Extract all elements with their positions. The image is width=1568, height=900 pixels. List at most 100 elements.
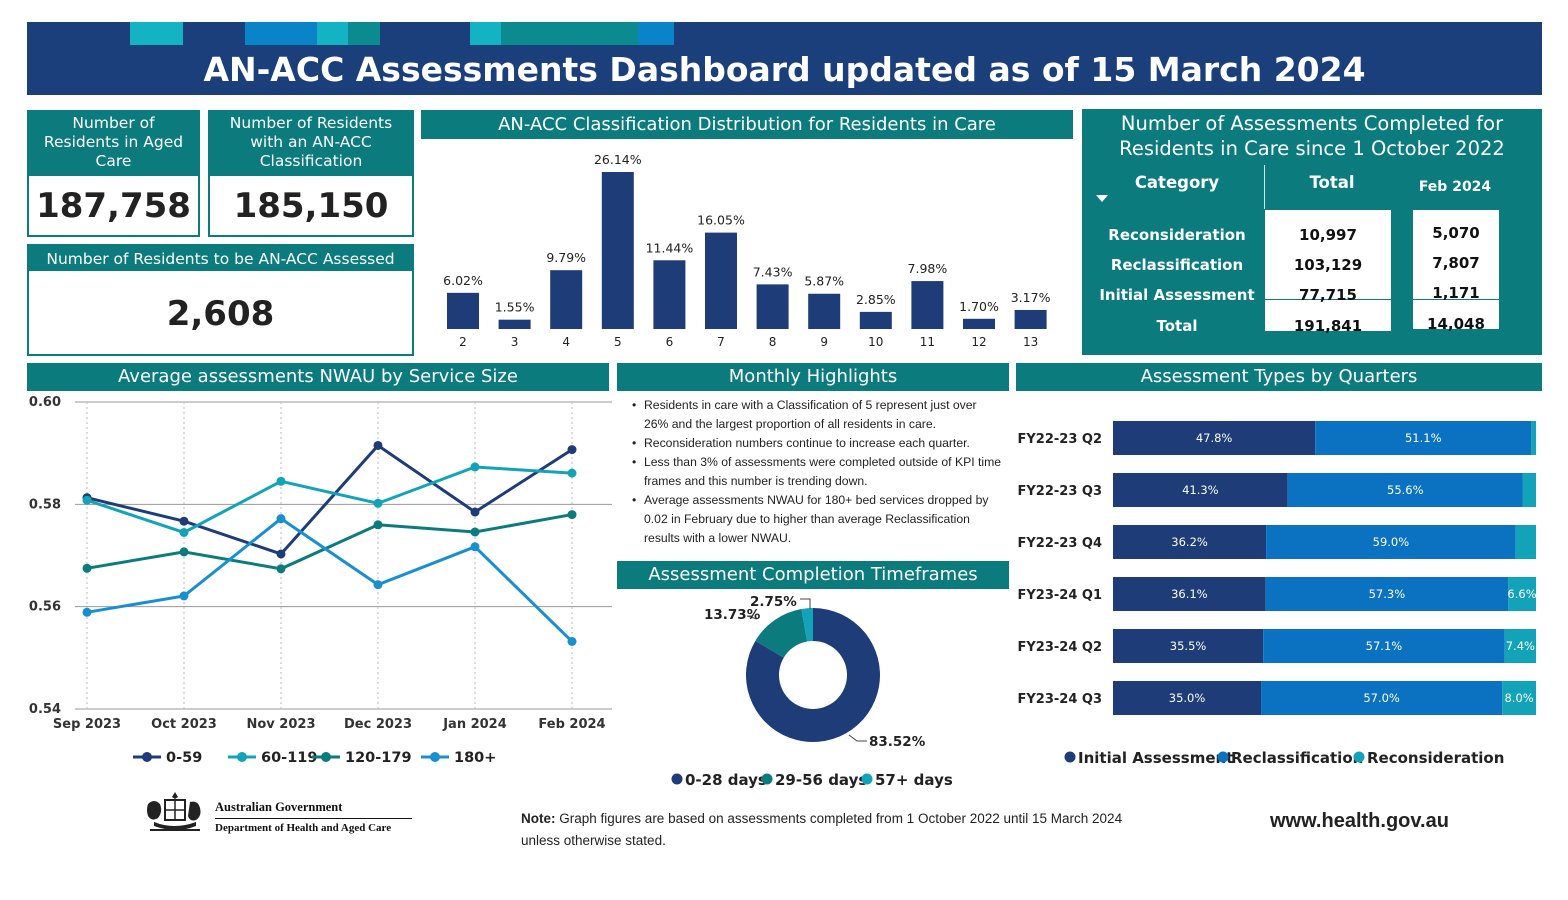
y-tick-label: 0.58 [29, 497, 61, 512]
class-bar [859, 311, 892, 329]
column-divider [1264, 165, 1265, 209]
stack-segment [1261, 681, 1503, 715]
legend-label: Initial Assessment [1078, 749, 1233, 767]
legend-marker [671, 773, 683, 785]
class-bar-label: 3.17% [1011, 290, 1051, 305]
table-row-category: Total [1156, 317, 1198, 335]
class-bar [808, 293, 841, 329]
x-tick-label: Feb 2024 [538, 717, 605, 732]
gov-logo-divider [215, 818, 412, 819]
class-bar-label: 26.14% [594, 152, 642, 167]
donut-label: 13.73% [704, 607, 761, 623]
donut-slice [746, 608, 880, 742]
website-link[interactable]: www.health.gov.au [1270, 810, 1449, 832]
x-tick-label: Dec 2023 [344, 717, 412, 732]
class-x-tick: 2 [459, 335, 467, 349]
series-point [470, 507, 480, 517]
series-line [86, 516, 574, 643]
kpi-to-assess-value: 2,608 [166, 294, 275, 334]
series-point [470, 527, 480, 537]
leader-line [746, 615, 758, 620]
stack-segment [1266, 525, 1516, 559]
timeframes-title: Assessment Completion Timeframes [617, 561, 1009, 589]
quarter-label: FY22-23 Q2 [1018, 432, 1103, 447]
series-point [179, 547, 189, 557]
quarters-title: Assessment Types by Quarters [1016, 363, 1542, 391]
classification-bar-chart: 6.02% 2 1.55% 3 9.79% 4 26.14% 5 11.44% 6 16.05% 7 7… [443, 152, 1051, 349]
highlights-title: Monthly Highlights [617, 363, 1009, 391]
series-line [86, 465, 573, 535]
class-bar-label: 1.55% [495, 300, 535, 315]
month-column-panel [1413, 210, 1499, 329]
series-point [567, 445, 577, 455]
class-bar-label: 16.05% [697, 213, 745, 228]
stack-segment [1113, 421, 1316, 455]
legend-label: 180+ [454, 750, 496, 766]
gov-name: Australian Government [215, 800, 343, 814]
kpi-classified-card: Number of Residents with an AN-ACC Class… [208, 110, 414, 237]
class-bar-label: 1.70% [959, 299, 999, 314]
class-bar [911, 281, 944, 329]
segment-label: 36.2% [1171, 535, 1208, 549]
stack-segment [1531, 421, 1536, 455]
legend-marker [1353, 751, 1365, 763]
class-bar [550, 270, 583, 329]
series-point [82, 607, 92, 617]
class-bar [601, 172, 634, 329]
legend-label: 0-28 days [685, 771, 767, 789]
series-point [373, 580, 383, 590]
highlights-list: Residents in care with a Classification … [632, 396, 1002, 548]
segment-label: 55.6% [1387, 483, 1424, 497]
leader-line [848, 734, 867, 742]
page-title: AN-ACC Assessments Dashboard updated as … [27, 45, 1542, 95]
quarter-label: FY22-23 Q4 [1018, 536, 1103, 551]
table-row-total: 77,715 [1299, 286, 1357, 304]
class-x-tick: 7 [717, 335, 725, 349]
segment-label: 36.1% [1171, 587, 1208, 601]
stack-segment [1315, 421, 1532, 455]
stack-segment [1287, 473, 1523, 507]
stack-segment [1508, 577, 1536, 611]
class-bar [705, 232, 737, 329]
legend-label: 57+ days [875, 771, 953, 789]
stack-segment [1113, 525, 1267, 559]
table-row-category: Reclassification [1110, 256, 1244, 274]
segment-label: 8.0% [1504, 691, 1533, 705]
nwau-title: Average assessments NWAU by Service Size [27, 363, 609, 391]
stack-segment [1113, 577, 1266, 611]
class-x-tick: 8 [769, 335, 777, 349]
segment-label: 35.5% [1170, 639, 1207, 653]
series-point [373, 440, 383, 450]
legend-marker [761, 773, 773, 785]
kpi-classified-value: 185,150 [233, 186, 389, 226]
series-point [82, 563, 92, 573]
class-bar-label: 11.44% [646, 240, 694, 255]
class-x-tick: 11 [920, 335, 935, 349]
legend-label: Reclassification [1231, 749, 1363, 767]
footer-note: Note: Graph figures are based on assessm… [521, 808, 1181, 852]
quarter-label: FY23-24 Q1 [1018, 588, 1103, 603]
series-point [567, 510, 577, 520]
stack-segment [1263, 629, 1505, 663]
highlight-item: Less than 3% of assessments were complet… [632, 453, 1002, 491]
stack-segment [1504, 629, 1536, 663]
assessments-table-title-line1: Number of Assessments Completed for [1120, 112, 1504, 135]
x-tick-label: Jan 2024 [442, 717, 507, 732]
table-row-total: 191,841 [1293, 317, 1363, 335]
legend-marker [1064, 751, 1076, 763]
timeframes-donut-chart: 83.52% 13.73%2.75% 0-28 days 29-56 days 57+ … [671, 594, 953, 789]
class-bar-label: 2.85% [856, 292, 896, 307]
table-row-month: 14,048 [1427, 315, 1485, 333]
sort-caret-icon[interactable] [1096, 195, 1108, 202]
legend-label: 29-56 days [775, 771, 867, 789]
segment-label: 57.0% [1363, 691, 1400, 705]
kpi-classified-label: Number of Residents with an AN-ACC Class… [210, 112, 412, 176]
legend-marker [321, 752, 331, 762]
class-bar-label: 5.87% [804, 274, 844, 289]
assessments-table-title-line2: Residents in Care since 1 October 2022 [1119, 137, 1505, 160]
series-point [179, 516, 189, 526]
legend-label: 60-119 [261, 750, 317, 766]
class-x-tick: 4 [562, 335, 570, 349]
table-row-month: 7,807 [1432, 254, 1480, 272]
note-text-cont: unless otherwise stated. [521, 833, 666, 848]
